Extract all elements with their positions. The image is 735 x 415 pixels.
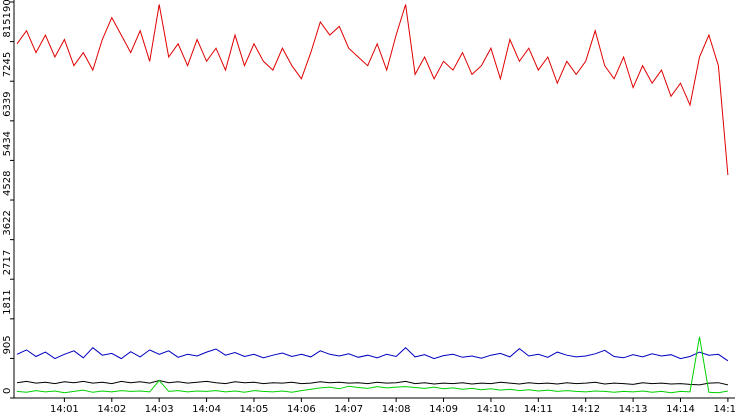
x-tick-label: 14:11 <box>524 404 553 415</box>
x-tick-label: 14:05 <box>240 404 269 415</box>
y-tick-label: 8151 <box>2 12 13 37</box>
x-tick-label: 14:01 <box>50 404 79 415</box>
x-tick-label: 14:03 <box>145 404 174 415</box>
x-tick-label: 14:06 <box>287 404 316 415</box>
y-tick-label: 0 <box>2 388 13 394</box>
y-tick-label: 2717 <box>2 250 13 275</box>
x-tick-label: 14:15 <box>713 404 735 415</box>
x-tick-label: 14:10 <box>477 404 506 415</box>
x-tick-label: 14:07 <box>334 404 363 415</box>
y-tick-label: 9057 <box>2 0 13 12</box>
y-tick-label: 4528 <box>2 171 13 196</box>
x-tick-label: 14:13 <box>619 404 648 415</box>
y-tick-label: 905 <box>2 335 13 354</box>
series-line <box>16 336 728 394</box>
y-tick-label: 1811 <box>2 289 13 314</box>
y-tick-label: 6339 <box>2 91 13 116</box>
series-line <box>16 379 729 386</box>
x-tick-label: 14:04 <box>192 404 221 415</box>
series-line <box>16 347 729 362</box>
x-tick-label: 14:12 <box>571 404 600 415</box>
y-tick-label: 5434 <box>2 131 13 156</box>
y-tick-label: 7245 <box>2 52 13 77</box>
x-tick-label: 14:08 <box>382 404 411 415</box>
x-tick-label: 14:14 <box>666 404 695 415</box>
x-tick-label: 14:09 <box>429 404 458 415</box>
x-tick-label: 14:02 <box>97 404 126 415</box>
series-line <box>16 4 729 176</box>
y-tick-label: 3622 <box>2 210 13 235</box>
